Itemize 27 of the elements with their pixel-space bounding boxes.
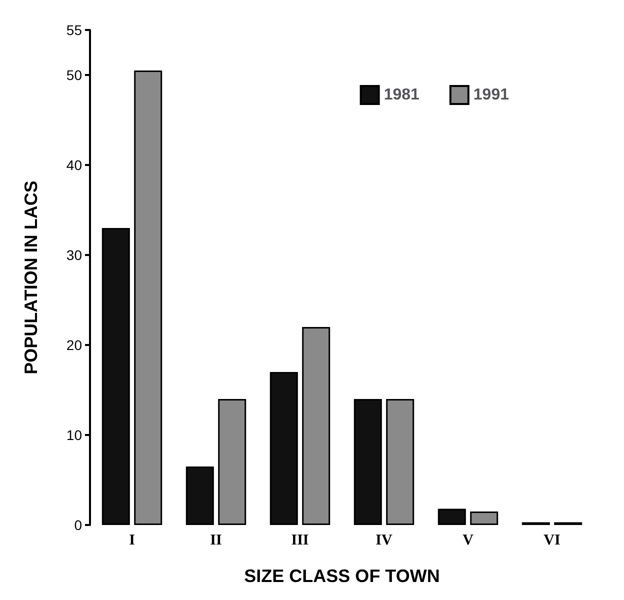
y-tick-label: 55 [66, 22, 82, 38]
y-tick-label: 20 [66, 337, 82, 353]
bar [270, 372, 298, 525]
x-tick-label: III [291, 532, 309, 548]
bar [470, 512, 498, 525]
bar [186, 466, 214, 525]
x-axis-title: SIZE CLASS OF TOWN [244, 566, 440, 586]
y-tick-label: 30 [66, 247, 82, 263]
x-tick-label: II [210, 532, 222, 548]
x-tick-label: VI [544, 532, 560, 548]
legend-label: 1981 [384, 86, 420, 104]
x-tick-label: V [462, 532, 474, 548]
y-tick-label: 50 [66, 67, 82, 83]
x-tick-label: I [129, 532, 136, 548]
bar [386, 399, 414, 525]
bar [102, 228, 130, 525]
y-tick-label: 10 [66, 427, 82, 443]
bar [354, 399, 382, 525]
bar [218, 399, 246, 525]
bar [302, 327, 330, 525]
bar [134, 70, 162, 525]
x-tick-label: IV [376, 532, 392, 548]
y-tick-label: 40 [66, 157, 82, 173]
bar [438, 508, 466, 525]
y-tick-label: 0 [74, 517, 82, 533]
y-axis-title: POPULATION IN LACS [21, 180, 41, 374]
legend-label: 1991 [473, 86, 510, 104]
